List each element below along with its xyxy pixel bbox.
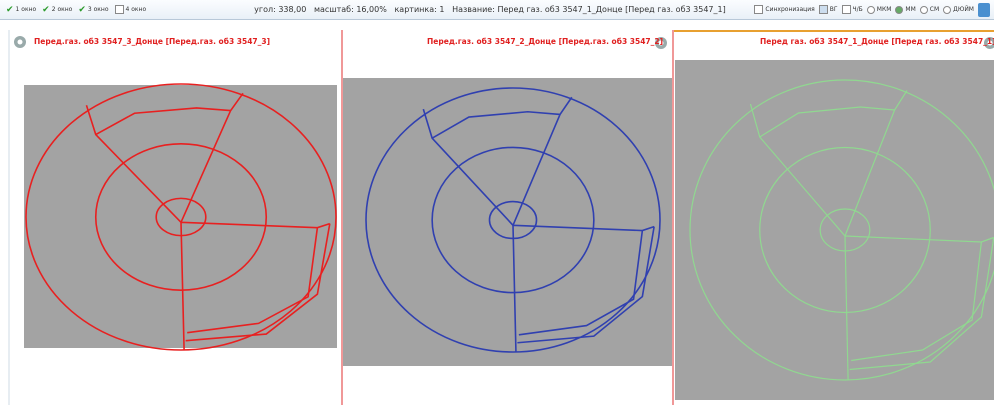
sync[interactable]: Синхронизация [754,5,815,14]
window-4[interactable]: 4 окно [114,5,147,14]
toolbar: ✔ 1 окно ✔ 2 окно ✔ 3 окно 4 окно угол: 338… [0,0,994,20]
panel-title: Перед газ. об3 3547_1_Донце [Перед газ. … [760,37,994,46]
options: Синхронизация ВГ Ч/Б МКМ ММ СМ ДЮЙМ [750,2,990,17]
image [675,60,994,400]
label: ДЮЙМ [953,6,974,13]
label: Ч/Б [852,6,863,13]
option[interactable]: Ч/Б [841,5,863,14]
unit[interactable]: ММ [895,5,916,14]
panel: Перед.газ. об3 3547_2_Донце [Перед.газ. … [343,20,673,405]
label: Синхронизация [765,6,815,13]
label: СМ [929,6,940,13]
image [24,85,337,348]
label: 3 окно [87,6,109,13]
unit[interactable]: МКМ [866,5,892,14]
panel: Перед.газ. об3 3547_3_Донце [Перед.газ. … [0,20,342,405]
label: ВГ [829,6,838,13]
unit[interactable]: СМ [919,5,940,14]
option[interactable]: ВГ [818,5,838,14]
panel-title: Перед.газ. об3 3547_3_Донце [Перед.газ. … [34,37,271,46]
label: 4 окно [125,6,147,13]
label: 1 окно [15,6,37,13]
panel-title: Перед.газ. об3 3547_2_Донце [Перед.газ. … [427,37,664,46]
window-2[interactable]: ✔ 2 окно [42,4,73,15]
unit[interactable]: ДЮЙМ [943,5,974,14]
status: угол: 338,00 масштаб: 16,00% картинка: 1… [254,5,726,14]
window-3[interactable]: ✔ 3 окно [78,4,109,15]
label: 2 окно [51,6,73,13]
label: ММ [905,6,916,13]
icon[interactable] [978,2,990,17]
window-1[interactable]: ✔ 1 окно [6,4,37,15]
label: МКМ [876,6,892,13]
panel: Перед газ. об3 3547_1_Донце [Перед газ. … [674,20,994,405]
